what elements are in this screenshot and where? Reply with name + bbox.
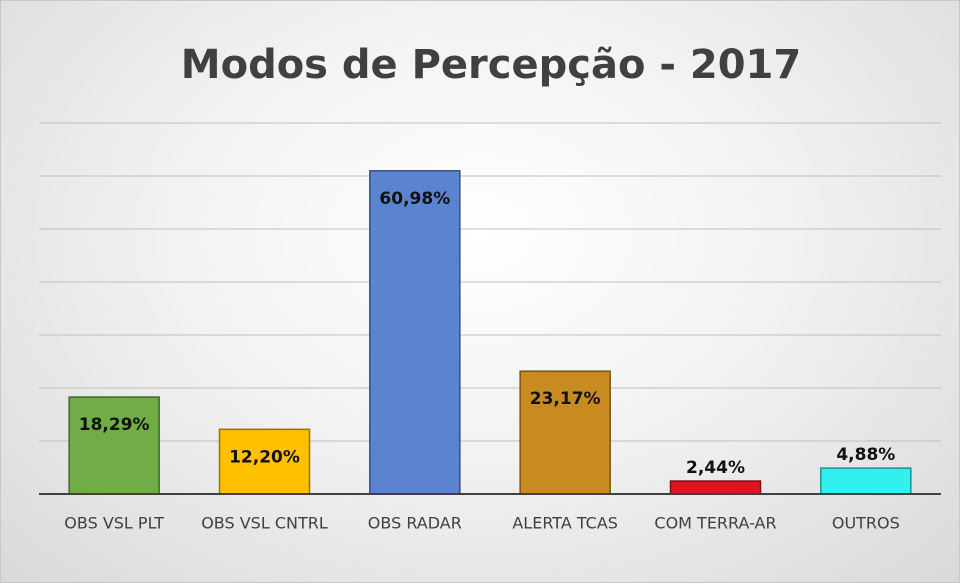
x-tick-label: OBS VSL CNTRL xyxy=(201,514,328,533)
value-label: 4,88% xyxy=(836,445,895,465)
bar xyxy=(820,467,912,495)
bar xyxy=(669,480,762,495)
bar xyxy=(369,170,461,495)
value-label: 23,17% xyxy=(530,389,601,409)
x-tick-label: ALERTA TCAS xyxy=(512,514,618,533)
value-label: 18,29% xyxy=(79,415,150,435)
value-label: 12,20% xyxy=(229,447,300,467)
x-tick-label: OBS VSL PLT xyxy=(64,514,164,533)
bar xyxy=(68,396,160,495)
x-tick-label: COM TERRA-AR xyxy=(654,514,776,533)
chart-title: Modos de Percepção - 2017 xyxy=(181,42,801,88)
x-tick-label: OUTROS xyxy=(832,514,900,533)
value-label: 2,44% xyxy=(686,458,745,478)
value-label: 60,98% xyxy=(379,189,450,209)
bar xyxy=(218,428,311,495)
x-tick-label: OBS RADAR xyxy=(368,514,462,533)
bar xyxy=(519,370,611,495)
